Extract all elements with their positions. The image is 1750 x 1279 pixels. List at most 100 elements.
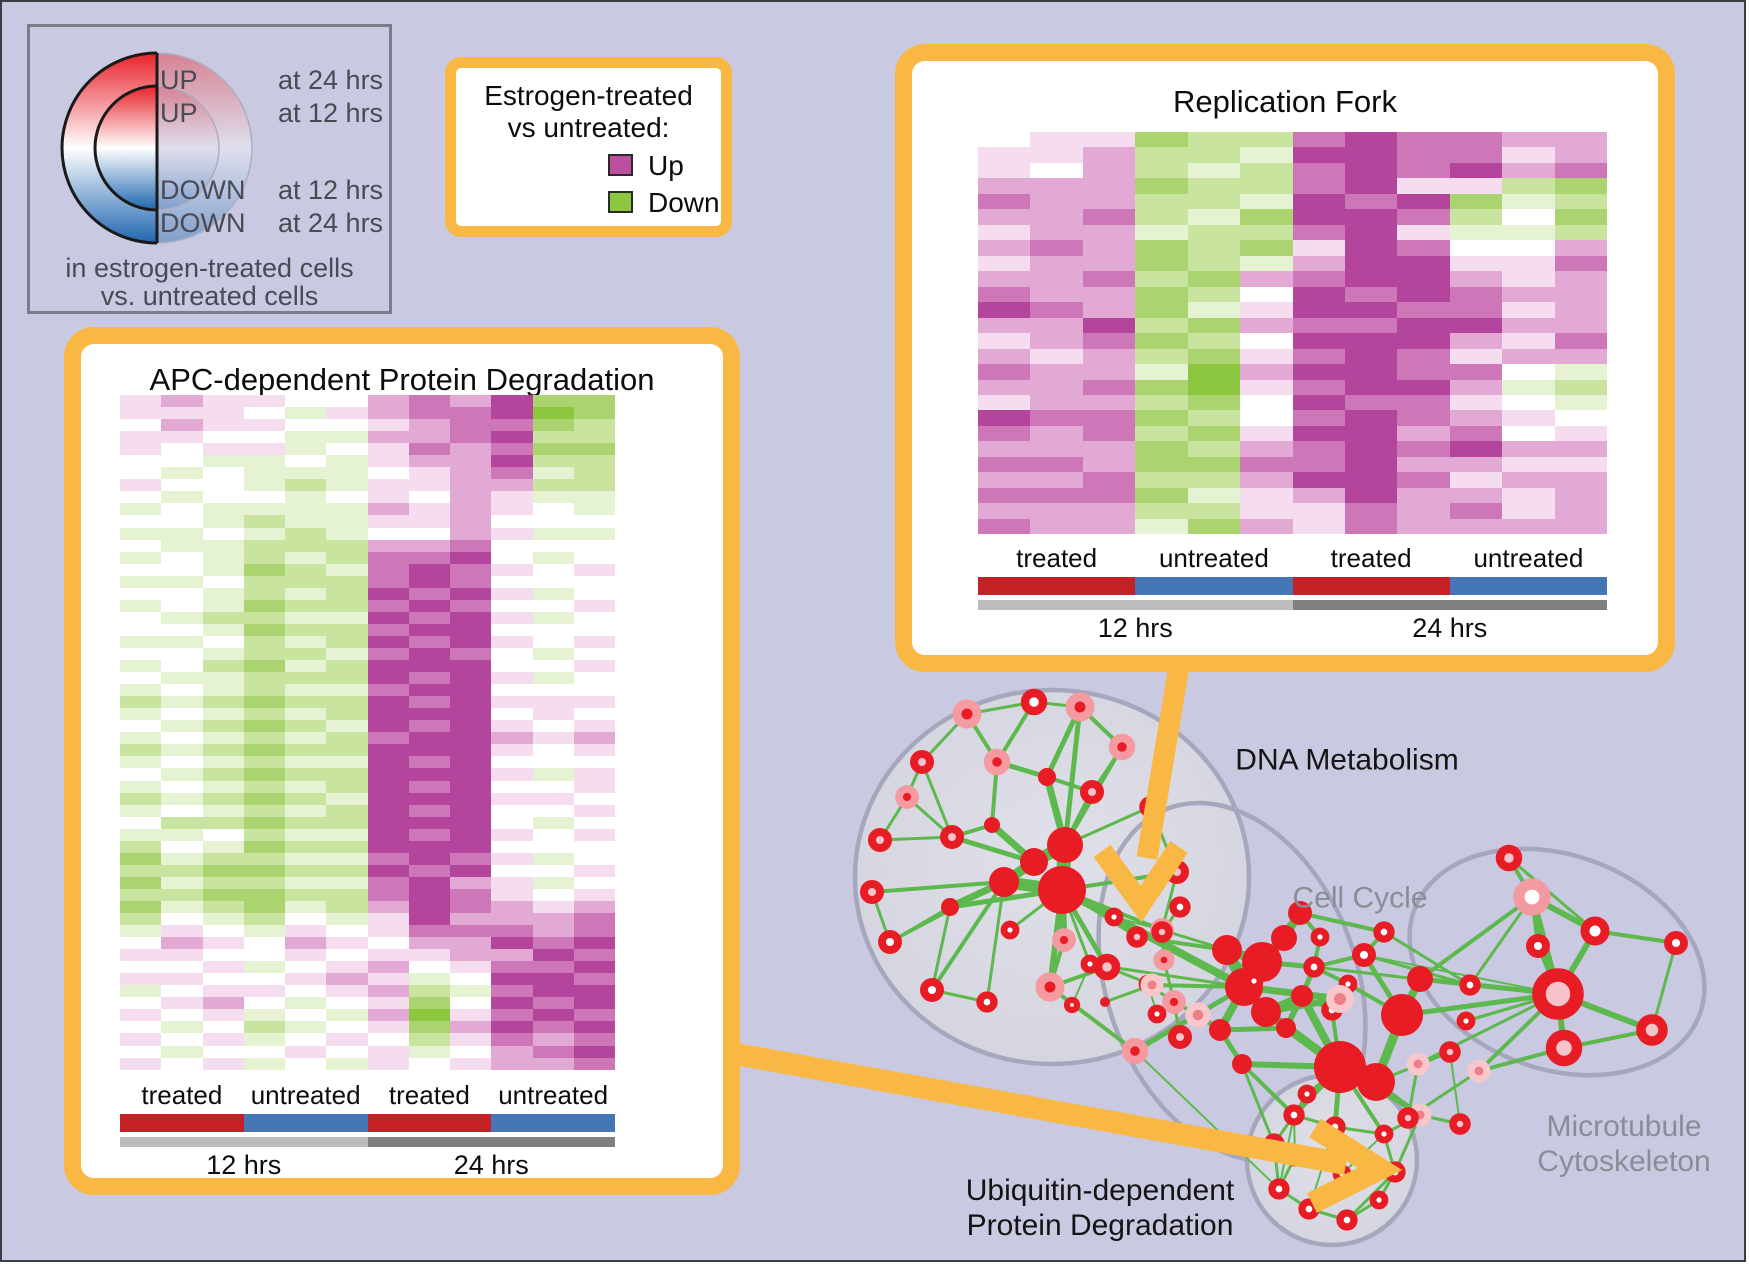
- panel-to-cluster-arrow-shaft: [700, 1037, 1348, 1175]
- heatmap-cell: [161, 515, 203, 528]
- gene-node: [1108, 733, 1136, 761]
- heatmap-cell: [285, 985, 327, 998]
- treated-bar: [120, 1114, 244, 1132]
- heatmap-cell: [1240, 487, 1293, 504]
- network-edge: [1313, 965, 1471, 987]
- heatmap-row: [978, 503, 1608, 519]
- heatmap-cell: [532, 515, 574, 528]
- heatmap-cell: [491, 949, 533, 962]
- heatmap-cell: [243, 1057, 285, 1070]
- network-edge: [1477, 992, 1560, 1073]
- scale-dir-label: UP: [160, 98, 198, 128]
- heatmap-cell: [243, 732, 285, 745]
- heatmap-cell: [285, 407, 327, 420]
- heatmap-cell: [120, 973, 162, 986]
- heatmap-cell: [573, 1021, 615, 1034]
- heatmap-cell: [1449, 379, 1503, 395]
- heatmap-cell: [243, 888, 285, 901]
- heatmap-cell: [1030, 286, 1083, 303]
- network-edge: [1259, 910, 1303, 965]
- heatmap-cell: [1187, 425, 1241, 442]
- heatmap-cell: [326, 913, 368, 926]
- gene-node: [1052, 928, 1076, 952]
- heatmap-cell: [367, 937, 409, 950]
- network-edge: [889, 905, 951, 944]
- network-edge: [1283, 994, 1305, 1030]
- heatmap-cell: [450, 925, 492, 938]
- heatmap-row: [120, 888, 615, 901]
- heatmap-cell: [243, 792, 285, 805]
- heatmap-cell: [243, 672, 285, 685]
- heatmap-cell: [573, 684, 615, 697]
- heatmap-cell: [285, 1021, 327, 1034]
- heatmap-cell: [1397, 333, 1450, 349]
- heatmap-cell: [491, 828, 533, 841]
- heatmap-cell: [1554, 271, 1608, 287]
- gene-node: [1020, 848, 1048, 876]
- heatmap-cell: [367, 407, 409, 420]
- heatmap-cell: [202, 780, 244, 793]
- heatmap-cell: [285, 660, 327, 673]
- heatmap-cell: [450, 1009, 492, 1022]
- heatmap-cell: [408, 852, 450, 865]
- heatmap-cell: [202, 684, 244, 697]
- heatmap-row: [120, 599, 615, 612]
- heatmap-cell: [450, 467, 492, 480]
- heatmap-cell: [243, 611, 285, 624]
- gene-node: [1459, 974, 1481, 996]
- network-edge: [1147, 983, 1158, 1015]
- heatmap-cell: [1187, 193, 1241, 210]
- heatmap-cell: [491, 575, 533, 588]
- heatmap-cell: [1187, 162, 1241, 179]
- heatmap-cell: [573, 563, 615, 576]
- gene-node: [1298, 1198, 1320, 1220]
- network-edge: [1061, 870, 1178, 892]
- gene-node: [1384, 1161, 1406, 1183]
- heatmap-cell: [532, 900, 574, 914]
- timepoint-bar-24: [367, 1137, 615, 1147]
- heatmap-cell: [1292, 255, 1345, 272]
- network-edge: [965, 712, 999, 764]
- heatmap-cell: [161, 925, 203, 938]
- heatmap-cell: [573, 925, 615, 938]
- gene-node: [1449, 1113, 1471, 1135]
- gene-node: [1513, 878, 1551, 916]
- heatmap-cell: [285, 599, 327, 612]
- heatmap-cell: [367, 708, 409, 721]
- heatmap-cell: [573, 937, 615, 950]
- heatmap-cell: [285, 611, 327, 624]
- heatmap-cell: [285, 816, 327, 829]
- heatmap-cell: [978, 209, 1031, 225]
- network-edge: [931, 988, 988, 1004]
- heatmap-cell: [202, 828, 244, 841]
- heatmap-cell: [1082, 317, 1136, 334]
- heatmap-cell: [1397, 503, 1450, 519]
- heatmap-cell: [367, 925, 409, 938]
- network-edge: [1298, 994, 1344, 1069]
- heatmap-cell: [120, 599, 162, 612]
- heatmap-row: [120, 973, 615, 986]
- gene-node: [1338, 974, 1358, 994]
- heatmap-cell: [1502, 425, 1555, 442]
- cluster-label-ubiquitin-degradation: Ubiquitin-dependent Protein Degradation: [966, 1173, 1235, 1243]
- heatmap-row: [978, 240, 1608, 256]
- heatmap-row: [978, 364, 1608, 380]
- heatmap-cell: [450, 900, 492, 914]
- heatmap-cell: [491, 792, 533, 805]
- gene-node: [1336, 1209, 1358, 1231]
- heatmap-cell: [450, 997, 492, 1010]
- heatmap-cell: [1082, 348, 1136, 365]
- network-edge: [1060, 889, 1092, 965]
- heatmap-cell: [326, 1021, 368, 1034]
- heatmap-cell: [573, 1009, 615, 1022]
- heatmap-cell: [285, 672, 327, 685]
- heatmap-cell: [161, 973, 203, 986]
- heatmap-cell: [1554, 240, 1608, 256]
- gene-node: [1121, 1037, 1149, 1065]
- network-edge: [1061, 888, 1138, 939]
- heatmap-cell: [491, 913, 533, 926]
- heatmap-cell: [285, 503, 327, 516]
- heatmap-cell: [450, 780, 492, 793]
- heatmap-cell: [491, 744, 533, 757]
- heatmap-cell: [367, 1009, 409, 1022]
